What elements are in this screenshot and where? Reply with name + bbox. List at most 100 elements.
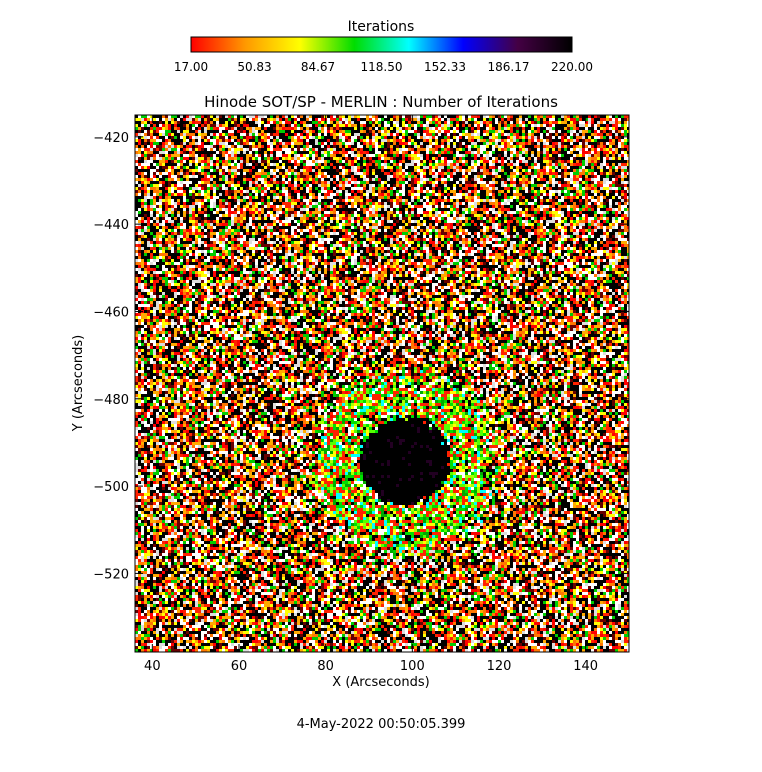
heatmap-cell	[306, 208, 309, 211]
heatmap-cell	[567, 163, 570, 166]
heatmap-cell	[498, 184, 501, 187]
heatmap-cell	[300, 151, 303, 154]
heatmap-cell	[228, 130, 231, 133]
heatmap-cell	[201, 136, 204, 139]
heatmap-cell	[243, 175, 246, 178]
heatmap-cell	[198, 166, 201, 169]
heatmap-cell	[240, 190, 243, 193]
heatmap-cell	[585, 124, 588, 127]
heatmap-cell	[150, 184, 153, 187]
heatmap-cell	[210, 139, 213, 142]
heatmap-cell	[162, 190, 165, 193]
heatmap-cell	[474, 199, 477, 202]
heatmap-cell	[153, 193, 156, 196]
heatmap-cell	[204, 205, 207, 208]
heatmap-cell	[252, 163, 255, 166]
heatmap-cell	[363, 193, 366, 196]
heatmap-cell	[162, 187, 165, 190]
heatmap-cell	[606, 118, 609, 121]
heatmap-cell	[243, 199, 246, 202]
heatmap-cell	[522, 124, 525, 127]
heatmap-cell	[420, 178, 423, 181]
heatmap-cell	[264, 136, 267, 139]
heatmap-cell	[447, 124, 450, 127]
heatmap-cell	[501, 124, 504, 127]
heatmap-cell	[516, 118, 519, 121]
heatmap-cell	[516, 205, 519, 208]
heatmap-cell	[276, 157, 279, 160]
heatmap-cell	[360, 136, 363, 139]
heatmap-cell	[501, 166, 504, 169]
heatmap-cell	[519, 196, 522, 199]
heatmap-cell	[552, 127, 555, 130]
heatmap-cell	[435, 178, 438, 181]
heatmap-cell	[240, 157, 243, 160]
heatmap-cell	[417, 157, 420, 160]
heatmap-cell	[333, 121, 336, 124]
heatmap-cell	[474, 202, 477, 205]
heatmap-cell	[417, 208, 420, 211]
heatmap-cell	[234, 205, 237, 208]
heatmap-cell	[219, 145, 222, 148]
heatmap-cell	[189, 160, 192, 163]
heatmap-cell	[408, 136, 411, 139]
heatmap-cell	[225, 193, 228, 196]
heatmap-cell	[570, 160, 573, 163]
heatmap-cell	[477, 121, 480, 124]
heatmap-cell	[615, 157, 618, 160]
heatmap-cell	[456, 160, 459, 163]
heatmap-cell	[342, 190, 345, 193]
heatmap-cell	[408, 139, 411, 142]
heatmap-cell	[465, 187, 468, 190]
heatmap-cell	[306, 148, 309, 151]
heatmap-cell	[186, 157, 189, 160]
heatmap-cell	[297, 199, 300, 202]
heatmap-cell	[291, 121, 294, 124]
heatmap-cell	[411, 124, 414, 127]
heatmap-cell	[411, 136, 414, 139]
heatmap-cell	[213, 160, 216, 163]
heatmap-cell	[288, 133, 291, 136]
heatmap-cell	[228, 181, 231, 184]
heatmap-cell	[204, 196, 207, 199]
heatmap-cell	[267, 181, 270, 184]
heatmap-cell	[267, 190, 270, 193]
heatmap-cell	[345, 166, 348, 169]
heatmap-cell	[300, 169, 303, 172]
heatmap-cell	[576, 190, 579, 193]
heatmap-cell	[294, 175, 297, 178]
heatmap-cell	[222, 127, 225, 130]
heatmap-cell	[591, 148, 594, 151]
heatmap-cell	[243, 163, 246, 166]
heatmap-cell	[309, 175, 312, 178]
heatmap-cell	[237, 202, 240, 205]
heatmap-cell	[285, 196, 288, 199]
heatmap-cell	[285, 139, 288, 142]
heatmap-cell	[303, 199, 306, 202]
heatmap-cell	[552, 193, 555, 196]
heatmap-cell	[363, 178, 366, 181]
heatmap-cell	[591, 181, 594, 184]
heatmap-cell	[345, 190, 348, 193]
heatmap-cell	[237, 127, 240, 130]
heatmap-cell	[477, 190, 480, 193]
heatmap-cell	[153, 127, 156, 130]
heatmap-cell	[378, 172, 381, 175]
heatmap-cell	[606, 196, 609, 199]
heatmap-cell	[579, 142, 582, 145]
heatmap-cell	[570, 184, 573, 187]
heatmap-cell	[507, 151, 510, 154]
heatmap-cell	[273, 178, 276, 181]
heatmap-cell	[483, 121, 486, 124]
heatmap-cell	[459, 184, 462, 187]
heatmap-cell	[492, 199, 495, 202]
heatmap-cell	[189, 133, 192, 136]
heatmap-cell	[312, 181, 315, 184]
heatmap-cell	[504, 172, 507, 175]
heatmap-cell	[420, 190, 423, 193]
heatmap-cell	[501, 193, 504, 196]
heatmap-cell	[378, 208, 381, 211]
heatmap-cell	[408, 163, 411, 166]
heatmap-cell	[222, 163, 225, 166]
heatmap-cell	[501, 154, 504, 157]
